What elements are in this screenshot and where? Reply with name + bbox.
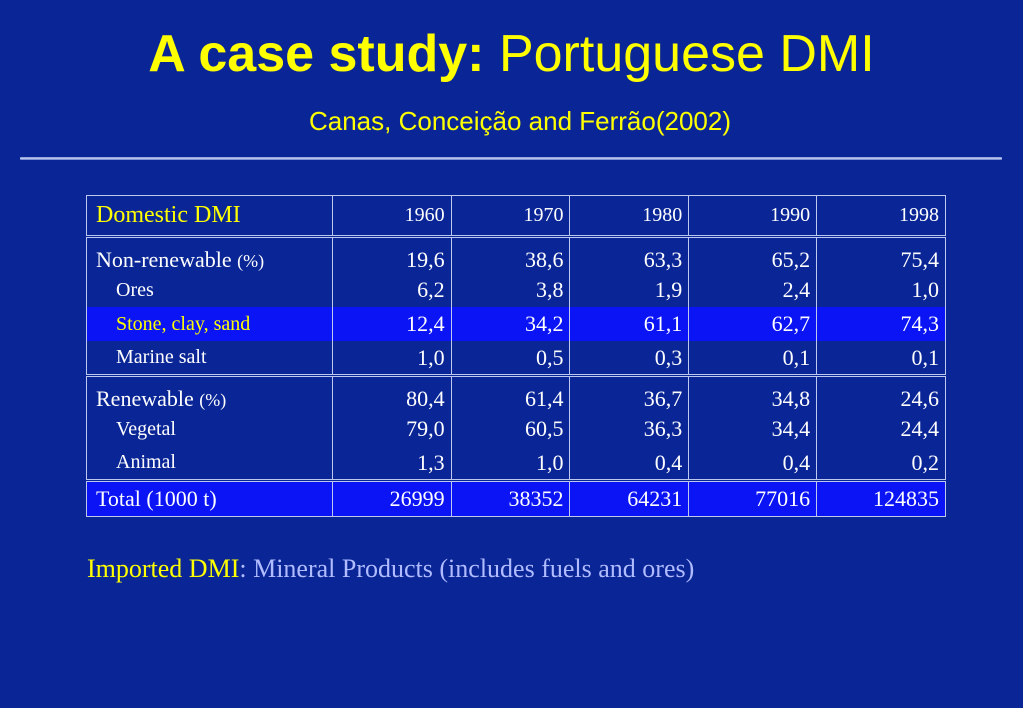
table-row-vegetal: Vegetal 79,0 60,5 36,3 34,4 24,4 [86,412,946,446]
table-cell: 1,3 [331,446,452,482]
table-header-row: Domestic DMI 1960 1970 1980 1990 1998 [86,195,946,238]
table-header-label: Domestic DMI [86,195,333,238]
table-cell: 1,9 [569,273,690,307]
row-label: Animal [86,446,333,482]
table-row-stone-clay-sand: Stone, clay, sand 12,4 34,2 61,1 62,7 74… [86,307,946,341]
table-cell: 0,2 [816,446,946,482]
table-cell: 19,6 [331,236,452,273]
slide-subtitle: Canas, Conceição and Ferrão(2002) [308,106,732,136]
table-row-animal: Animal 1,3 1,0 0,4 0,4 0,2 [86,446,946,482]
table-cell: 64231 [569,480,690,517]
title-divider [20,157,1002,160]
table-cell: 0,1 [816,341,946,377]
table-cell: 1,0 [331,341,452,377]
row-label-text: Non-renewable [96,247,232,272]
table-cell: 75,4 [816,236,946,273]
imported-dmi-label: Imported DMI [87,554,240,583]
table-cell: 34,4 [688,412,818,446]
table-cell: 24,4 [816,412,946,446]
table-cell: 38,6 [450,236,571,273]
table-cell: 2,4 [688,273,818,307]
imported-dmi-text: Mineral Products (includes fuels and ore… [246,554,695,583]
row-label: Total (1000 t) [86,480,333,517]
imported-dmi-separator: : [239,554,247,583]
row-label: Vegetal [86,412,333,446]
imported-dmi-note: Imported DMI: Mineral Products (includes… [87,552,694,586]
table-cell: 1,0 [816,273,946,307]
title-bold: A case study: [148,25,485,83]
table-cell: 34,2 [450,307,571,341]
table-cell: 24,6 [816,375,946,412]
table-cell: 74,3 [816,307,946,341]
year-header: 1990 [688,195,818,238]
table-cell: 80,4 [331,375,452,412]
table-row-ores: Ores 6,2 3,8 1,9 2,4 1,0 [86,273,946,307]
domestic-dmi-table: Domestic DMI 1960 1970 1980 1990 1998 No… [86,195,946,517]
row-unit: (%) [199,390,227,410]
row-label-text: Renewable [96,386,194,411]
table-cell: 0,1 [688,341,818,377]
table-cell: 124835 [816,480,946,517]
year-header: 1980 [569,195,690,238]
year-header: 1970 [450,195,571,238]
row-label: Renewable (%) [86,375,333,412]
row-label: Non-renewable (%) [86,236,333,273]
row-label: Stone, clay, sand [86,307,333,341]
slide-title: A case study: Portuguese DMI [0,24,1023,84]
table-row-non-renewable: Non-renewable (%) 19,6 38,6 63,3 65,2 75… [86,236,946,273]
table-cell: 65,2 [688,236,818,273]
title-regular: Portuguese DMI [498,25,875,83]
year-header: 1960 [331,195,452,238]
table-cell: 61,4 [450,375,571,412]
table-cell: 36,3 [569,412,690,446]
table-cell: 63,3 [569,236,690,273]
table-cell: 62,7 [688,307,818,341]
table-cell: 6,2 [331,273,452,307]
table-cell: 26999 [331,480,452,517]
table-cell: 61,1 [569,307,690,341]
table-cell: 60,5 [450,412,571,446]
table-cell: 36,7 [569,375,690,412]
table-cell: 0,5 [450,341,571,377]
table-cell: 79,0 [331,412,452,446]
table-cell: 1,0 [450,446,571,482]
row-unit: (%) [237,251,265,271]
table-cell: 34,8 [688,375,818,412]
table-cell: 38352 [450,480,571,517]
row-label: Marine salt [86,341,333,377]
table-cell: 3,8 [450,273,571,307]
year-header: 1998 [816,195,946,238]
table-row-total: Total (1000 t) 26999 38352 64231 77016 1… [86,480,946,517]
table-cell: 0,4 [569,446,690,482]
row-label: Ores [86,273,333,307]
table-cell: 0,4 [688,446,818,482]
table-row-renewable: Renewable (%) 80,4 61,4 36,7 34,8 24,6 [86,375,946,412]
table-row-marine-salt: Marine salt 1,0 0,5 0,3 0,1 0,1 [86,341,946,377]
table-cell: 0,3 [569,341,690,377]
table-cell: 77016 [688,480,818,517]
table-cell: 12,4 [331,307,452,341]
